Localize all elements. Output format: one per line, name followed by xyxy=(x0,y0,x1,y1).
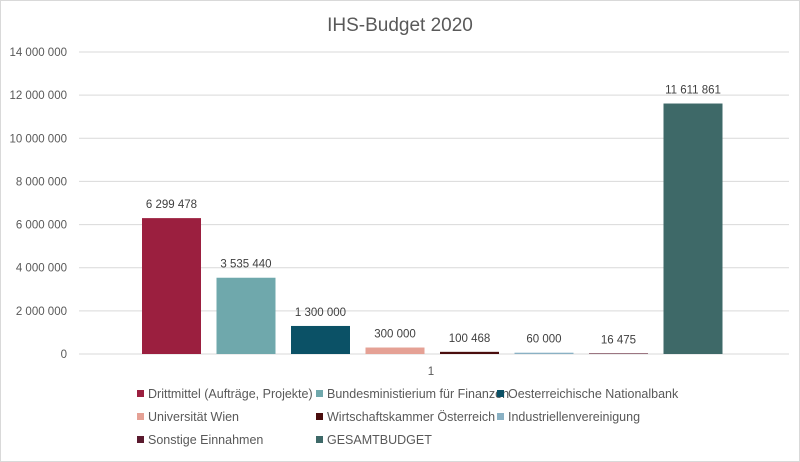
data-label: 100 468 xyxy=(449,333,491,345)
legend-label: Oesterreichische Nationalbank xyxy=(508,387,679,401)
bar xyxy=(514,352,574,354)
data-label: 16 475 xyxy=(601,334,636,346)
y-tick-label: 0 xyxy=(61,349,67,361)
legend-item: Wirtschaftskammer Österreich xyxy=(316,410,495,424)
y-tick-label: 4 000 000 xyxy=(16,263,67,275)
data-labels: 6 299 478 3 535 440 1 300 000 300 000 100 46… xyxy=(146,85,721,347)
legend-swatch xyxy=(137,390,144,397)
bar xyxy=(663,103,723,355)
data-label: 6 299 478 xyxy=(146,199,197,211)
bar xyxy=(142,218,201,354)
y-tick-label: 14 000 000 xyxy=(9,47,67,59)
bar xyxy=(291,325,350,354)
legend-label: Wirtschaftskammer Österreich xyxy=(327,410,495,424)
data-label: 60 000 xyxy=(526,334,561,346)
legend-swatch xyxy=(316,436,323,443)
bar xyxy=(589,353,648,354)
legend-swatch xyxy=(497,413,504,420)
legend-label: GESAMTBUDGET xyxy=(327,433,432,447)
legend-item: Bundesministierium für Finanzen xyxy=(316,387,509,401)
legend-swatch xyxy=(497,390,504,397)
legend-item: GESAMTBUDGET xyxy=(316,433,432,447)
bar xyxy=(440,351,499,354)
y-tick-label: 10 000 000 xyxy=(9,133,67,145)
chart-title: IHS-Budget 2020 xyxy=(327,15,473,36)
x-category-label: 1 xyxy=(428,366,434,378)
y-tick-label: 2 000 000 xyxy=(16,306,67,318)
y-tick-label: 6 000 000 xyxy=(16,220,67,232)
legend-swatch xyxy=(137,436,144,443)
legend: Drittmittel (Aufträge, Projekte) Bundesmi… xyxy=(137,387,679,447)
legend-label: Industriellenvereinigung xyxy=(508,410,640,424)
legend-item: Universität Wien xyxy=(137,410,239,424)
data-label: 1 300 000 xyxy=(295,307,346,319)
legend-swatch xyxy=(316,413,323,420)
bar xyxy=(365,347,425,354)
data-label: 11 611 861 xyxy=(665,85,721,97)
legend-label: Universität Wien xyxy=(148,410,239,424)
bar xyxy=(216,277,276,354)
legend-label: Bundesministierium für Finanzen xyxy=(327,387,509,401)
legend-label: Sonstige Einnahmen xyxy=(148,433,263,447)
bars xyxy=(142,103,723,355)
legend-label: Drittmittel (Aufträge, Projekte) xyxy=(148,387,313,401)
y-axis-ticks: 0 2 000 000 4 000 000 6 000 000 8 000 000 10 … xyxy=(9,47,67,361)
legend-item: Sonstige Einnahmen xyxy=(137,433,263,447)
legend-item: Drittmittel (Aufträge, Projekte) xyxy=(137,387,313,401)
y-tick-label: 12 000 000 xyxy=(9,90,67,102)
data-label: 300 000 xyxy=(374,329,416,341)
legend-swatch xyxy=(137,413,144,420)
data-label: 3 535 440 xyxy=(220,259,271,271)
legend-swatch xyxy=(316,390,323,397)
legend-item: Industriellenvereinigung xyxy=(497,410,640,424)
legend-item: Oesterreichische Nationalbank xyxy=(497,387,679,401)
y-tick-label: 8 000 000 xyxy=(16,176,67,188)
